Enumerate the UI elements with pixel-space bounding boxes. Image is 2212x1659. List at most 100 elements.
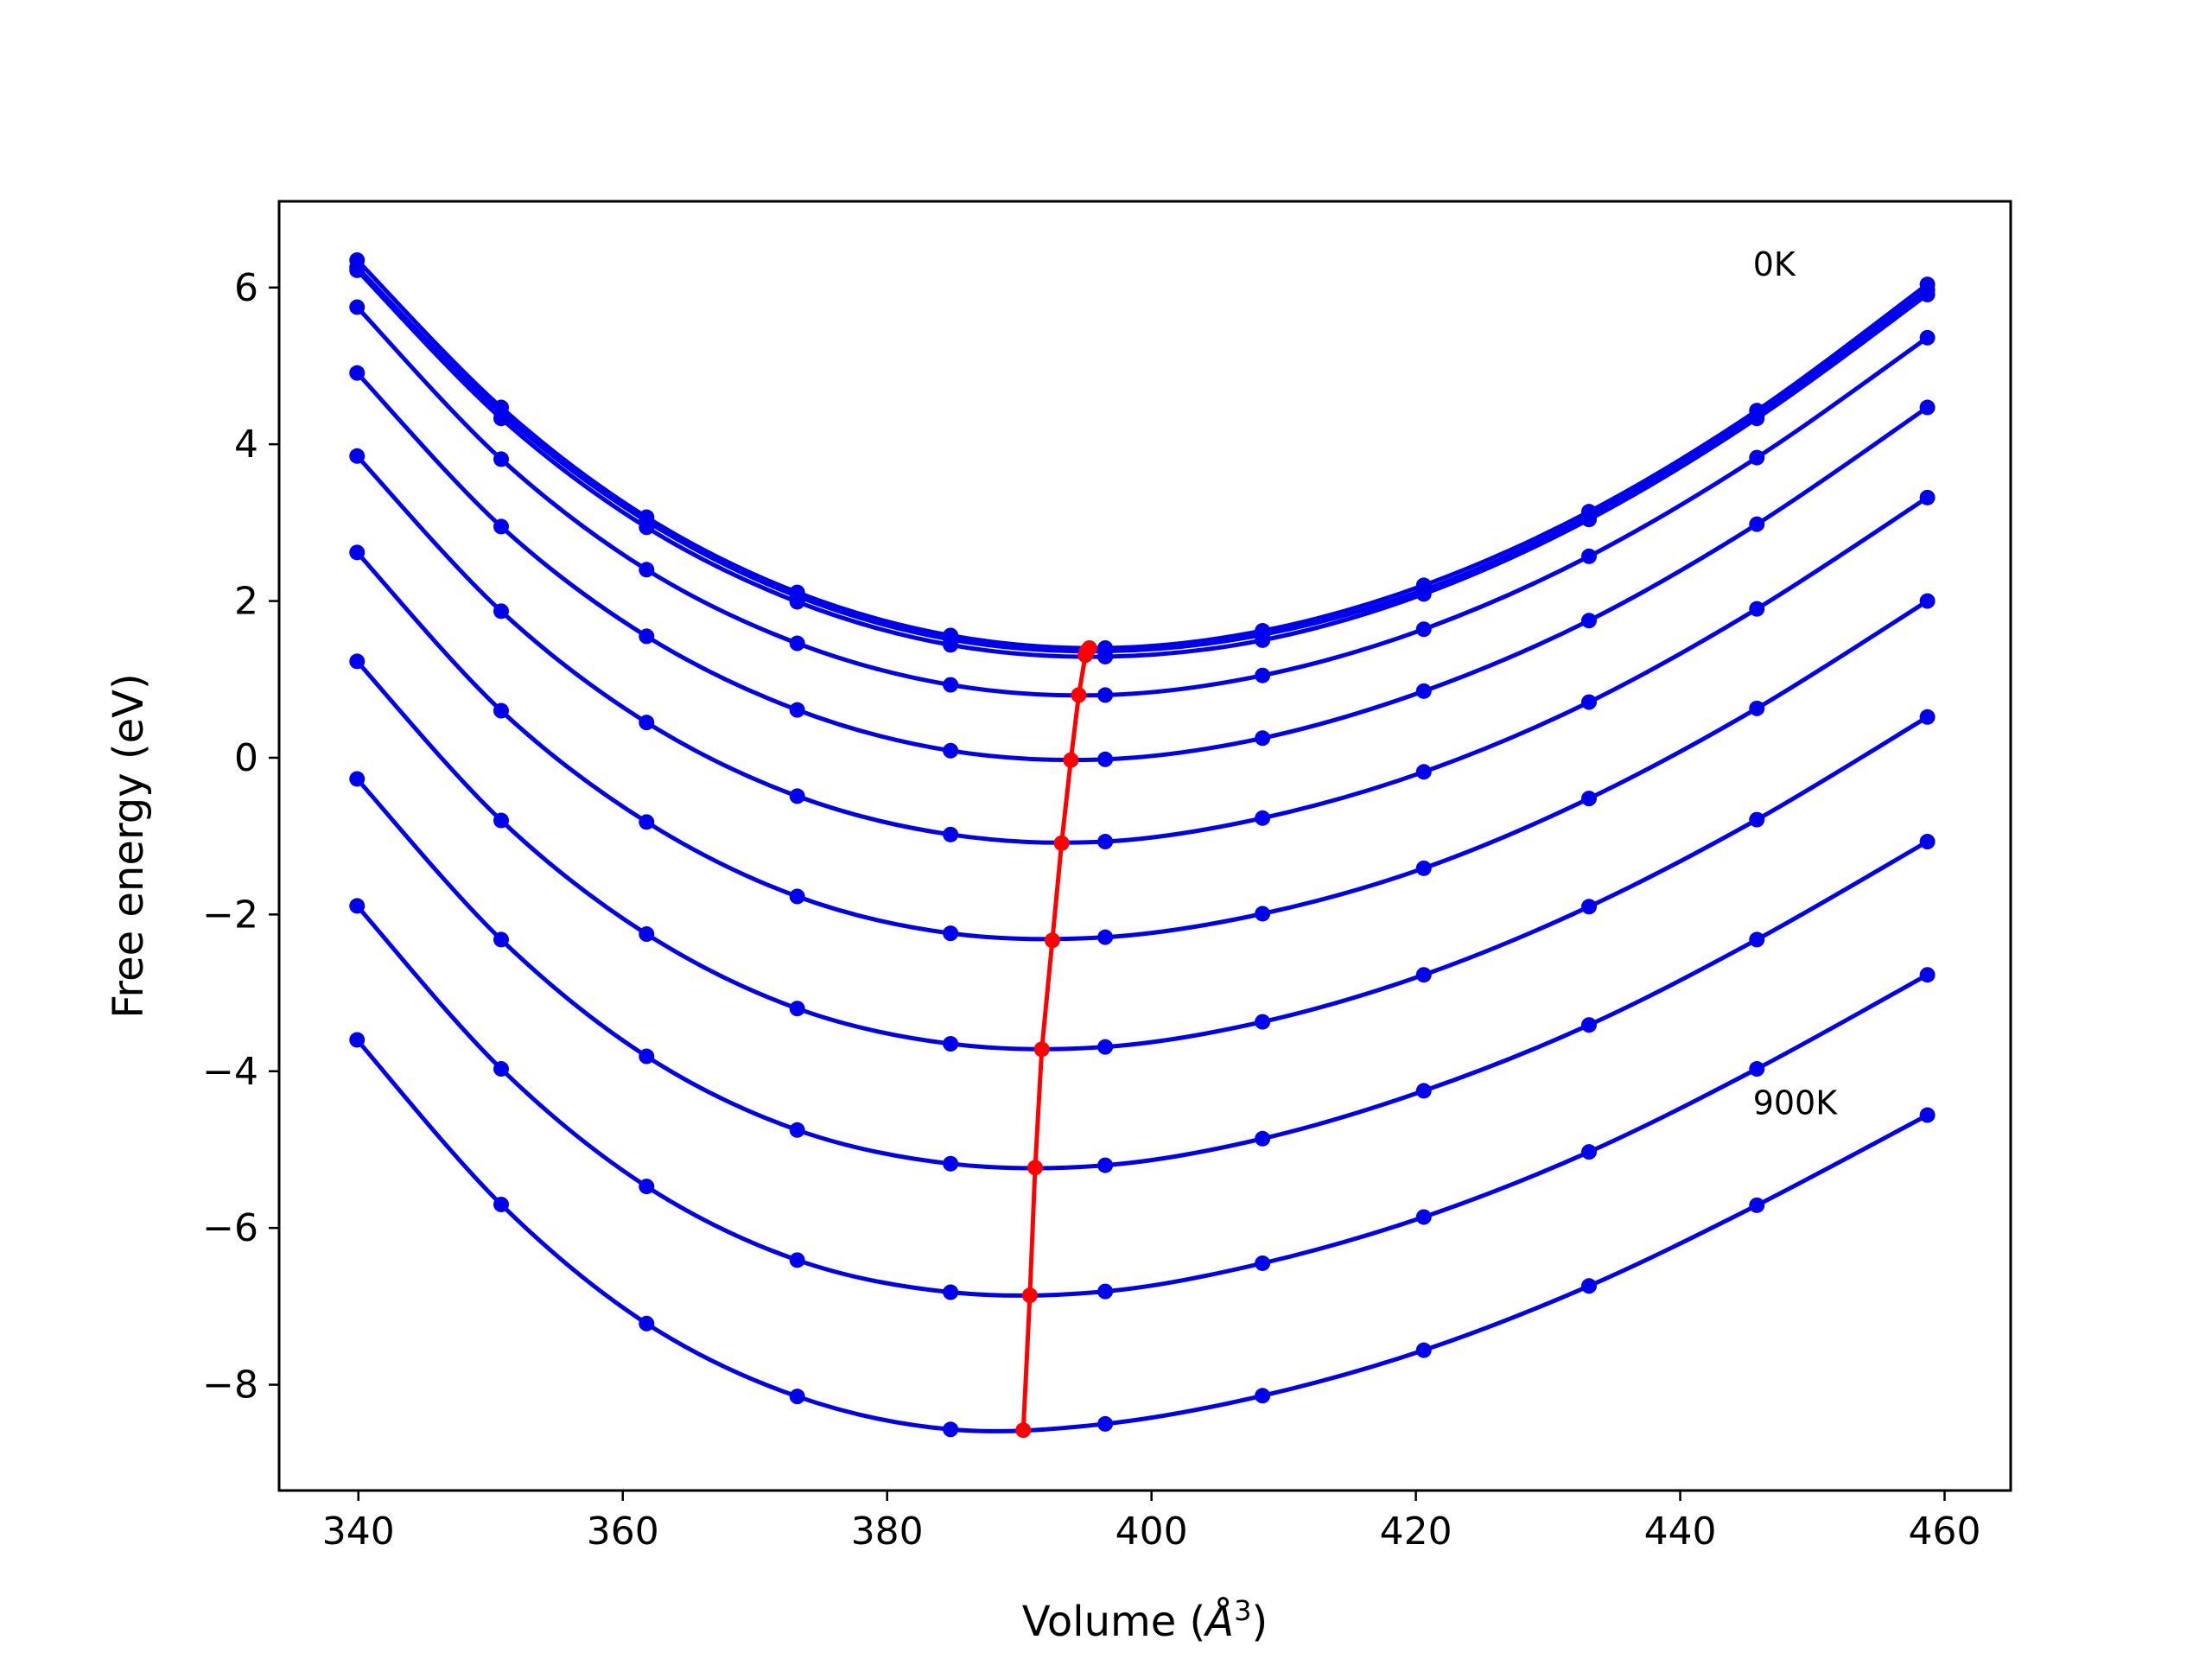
data-point bbox=[349, 653, 365, 670]
minimum-point bbox=[1071, 687, 1087, 703]
series-8 bbox=[349, 771, 1936, 1173]
data-point bbox=[1097, 751, 1114, 767]
x-tick-label: 440 bbox=[1644, 1510, 1717, 1554]
data-point bbox=[1097, 1283, 1114, 1300]
data-point bbox=[1581, 1144, 1598, 1160]
data-point bbox=[1097, 1415, 1114, 1432]
minimum-point bbox=[1044, 932, 1060, 949]
data-point bbox=[943, 925, 959, 942]
minimum-point bbox=[1021, 1287, 1038, 1304]
data-point bbox=[349, 1032, 365, 1048]
data-point bbox=[943, 637, 959, 653]
data-point bbox=[1919, 329, 1936, 346]
data-point bbox=[493, 410, 510, 427]
data-point bbox=[943, 1155, 959, 1172]
data-point bbox=[943, 742, 959, 759]
x-axis-ticks: 340 360 380 400 420 440 460 bbox=[322, 1491, 1981, 1554]
y-tick-label: −4 bbox=[202, 1050, 258, 1094]
data-point bbox=[1919, 286, 1936, 302]
data-point bbox=[943, 1284, 959, 1300]
data-point bbox=[1581, 694, 1598, 710]
data-point bbox=[493, 1061, 510, 1077]
series-6 bbox=[349, 544, 1936, 945]
minimum-point bbox=[1015, 1422, 1032, 1439]
x-tick-label: 460 bbox=[1909, 1510, 1981, 1554]
data-point bbox=[1749, 516, 1765, 532]
data-point bbox=[1581, 512, 1598, 528]
data-point bbox=[639, 628, 655, 645]
x-tick-label: 360 bbox=[587, 1510, 659, 1554]
data-point bbox=[1255, 810, 1271, 826]
minimum-point bbox=[1053, 835, 1070, 851]
minimum-point bbox=[1033, 1041, 1050, 1058]
data-point bbox=[639, 519, 655, 536]
data-point bbox=[1749, 931, 1765, 948]
series-line bbox=[355, 371, 1929, 763]
data-point bbox=[1581, 1017, 1598, 1033]
data-point bbox=[1255, 1388, 1271, 1404]
data-point bbox=[1255, 632, 1271, 648]
data-point bbox=[1749, 449, 1765, 466]
data-point bbox=[493, 702, 510, 719]
data-point bbox=[789, 1122, 805, 1138]
data-point bbox=[1415, 1083, 1432, 1099]
data-point bbox=[789, 702, 805, 718]
data-point bbox=[1581, 1278, 1598, 1294]
y-tick-label: 2 bbox=[234, 580, 258, 624]
data-point bbox=[1919, 967, 1936, 983]
data-point bbox=[493, 603, 510, 620]
data-point bbox=[639, 1315, 655, 1332]
series-3 bbox=[349, 299, 1936, 703]
data-point bbox=[639, 715, 655, 731]
data-point bbox=[1581, 791, 1598, 807]
series-line bbox=[355, 258, 1929, 651]
series-2 bbox=[349, 262, 1936, 664]
data-point bbox=[349, 448, 365, 464]
y-tick-label: 4 bbox=[234, 423, 258, 467]
y-tick-label: 6 bbox=[234, 266, 258, 310]
series-7 bbox=[349, 653, 1936, 1055]
data-point bbox=[493, 931, 510, 948]
minima-path bbox=[1015, 639, 1097, 1439]
data-point bbox=[789, 635, 805, 652]
y-tick-label: −2 bbox=[202, 893, 258, 937]
series-line bbox=[355, 550, 1929, 942]
data-point bbox=[349, 262, 365, 278]
data-point bbox=[639, 926, 655, 943]
data-point bbox=[1097, 687, 1114, 703]
series-line bbox=[355, 305, 1929, 698]
data-point bbox=[1749, 410, 1765, 427]
x-tick-label: 420 bbox=[1380, 1510, 1452, 1554]
data-point bbox=[789, 594, 805, 610]
data-point bbox=[1255, 667, 1271, 683]
minimum-point bbox=[1063, 752, 1079, 768]
data-point bbox=[1415, 683, 1432, 699]
data-point bbox=[1919, 489, 1936, 505]
series-line bbox=[355, 659, 1929, 1052]
data-point bbox=[1919, 834, 1936, 850]
minimum-point bbox=[1077, 647, 1094, 664]
data-point bbox=[1097, 929, 1114, 945]
data-point bbox=[349, 299, 365, 315]
data-point bbox=[493, 812, 510, 829]
data-point bbox=[789, 1001, 805, 1017]
data-point bbox=[1255, 906, 1271, 922]
data-point bbox=[493, 1196, 510, 1212]
data-point bbox=[1097, 834, 1114, 850]
data-point bbox=[1255, 730, 1271, 747]
series-line bbox=[355, 1038, 1929, 1433]
series-5 bbox=[349, 448, 1936, 850]
data-point bbox=[1415, 967, 1432, 983]
data-point bbox=[1749, 601, 1765, 617]
x-tick-label: 340 bbox=[322, 1510, 395, 1554]
data-point bbox=[639, 814, 655, 830]
data-point bbox=[1919, 709, 1936, 725]
temperature-annotation: 0K bbox=[1753, 245, 1796, 283]
series-10 bbox=[349, 1032, 1936, 1438]
data-point bbox=[943, 1421, 959, 1438]
data-point bbox=[1919, 399, 1936, 416]
data-point bbox=[1581, 899, 1598, 915]
y-tick-label: −6 bbox=[202, 1206, 258, 1250]
data-point bbox=[349, 544, 365, 561]
